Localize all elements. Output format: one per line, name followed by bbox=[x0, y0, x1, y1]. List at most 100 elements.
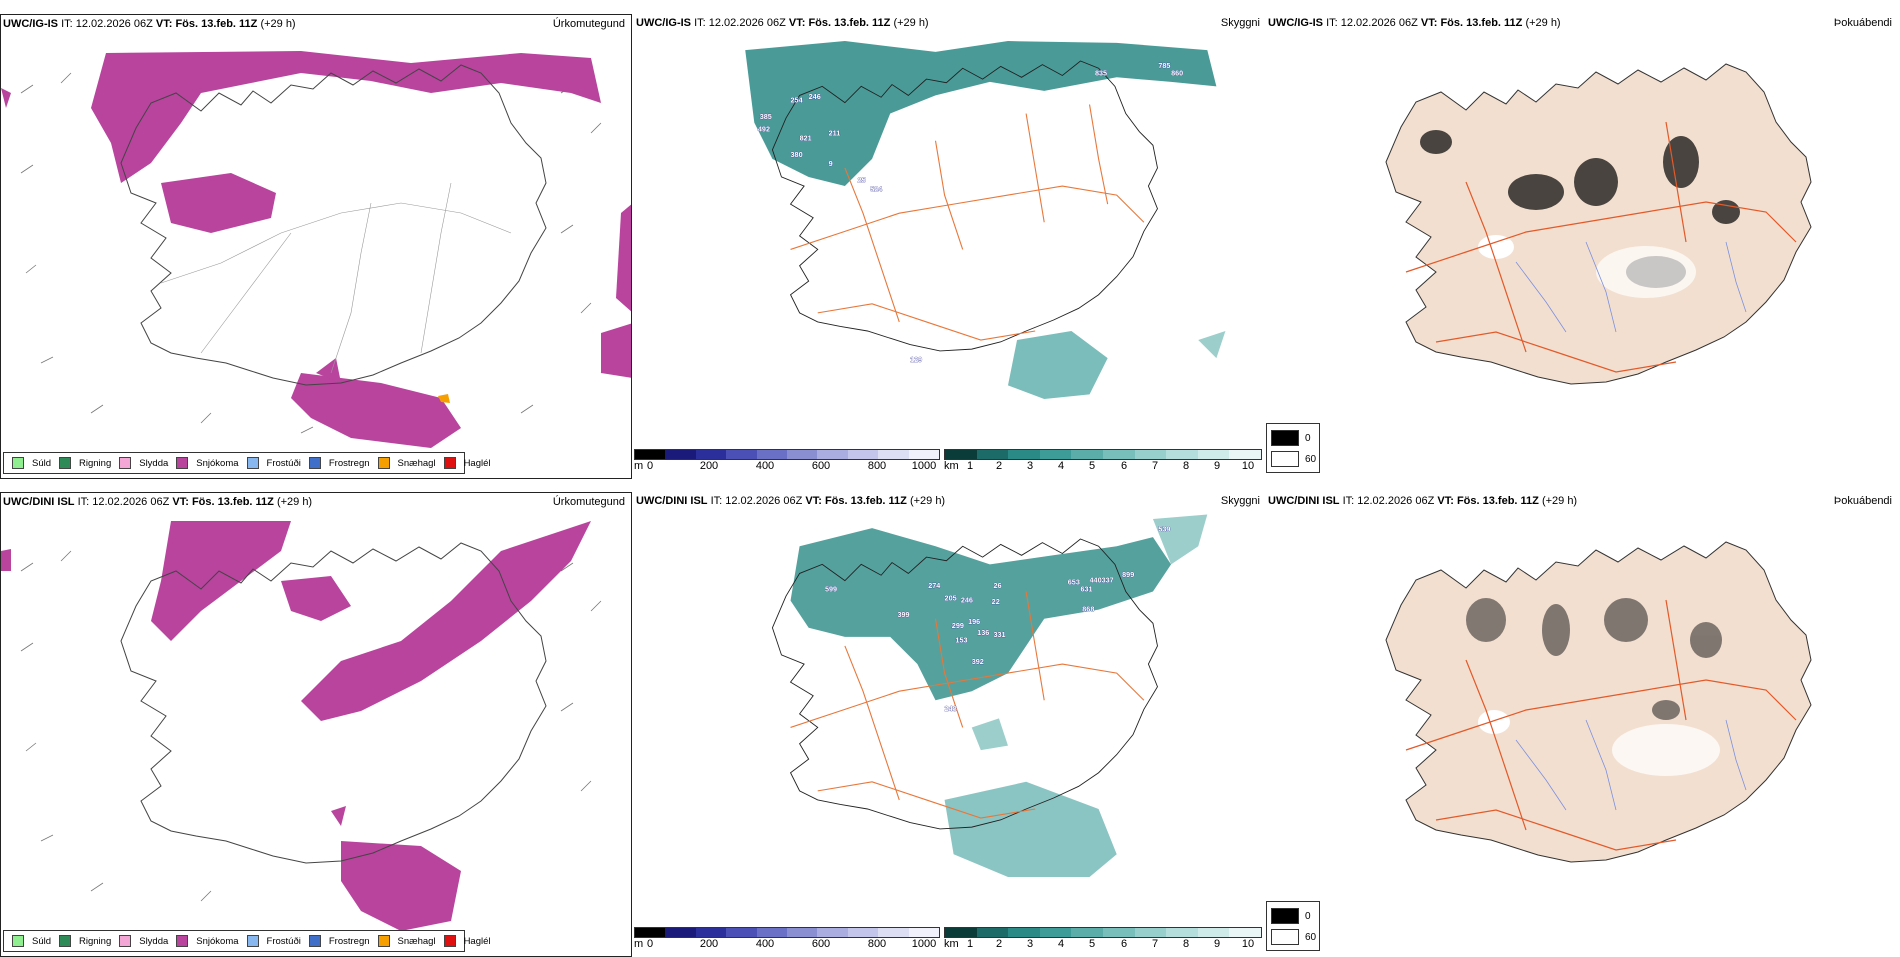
bottom-precip-panel: UWC/DINI ISL IT: 12.02.2026 06Z VT: Fös.… bbox=[0, 492, 632, 957]
cloud-base-label: 539 bbox=[1158, 525, 1170, 534]
colorbar-step bbox=[908, 928, 940, 937]
rivers bbox=[1515, 719, 1747, 811]
legend-swatch bbox=[377, 935, 390, 947]
cloud-base-label: 524 bbox=[870, 184, 882, 193]
cloud-base-label: 248 bbox=[945, 704, 957, 713]
cloud-base-colorbar bbox=[634, 449, 940, 460]
legend-swatch bbox=[119, 457, 132, 469]
snow-area bbox=[91, 51, 601, 183]
snow-area bbox=[601, 323, 631, 378]
scale-tick: 7 bbox=[1151, 938, 1159, 950]
scale-unit: m bbox=[634, 938, 644, 950]
low-visibility-area bbox=[944, 781, 1117, 877]
cloud-base-label: 153 bbox=[955, 635, 967, 644]
snow-area bbox=[1, 88, 11, 108]
cloud-base-label: 631 bbox=[1080, 585, 1092, 594]
legend-item: Snjókoma bbox=[176, 457, 239, 469]
cloud-base-label: 196 bbox=[968, 617, 980, 626]
colorbar-step bbox=[787, 928, 818, 937]
legend-item: Snæhagl bbox=[377, 935, 436, 947]
scale-tick: 4 bbox=[1057, 460, 1065, 472]
road-network bbox=[790, 591, 1145, 819]
panel-header: UWC/DINI ISL IT: 12.02.2026 06Z VT: Fös.… bbox=[1268, 495, 1578, 507]
colorbar-step bbox=[817, 928, 848, 937]
fog-legend-row: 60 bbox=[1271, 451, 1316, 467]
panel-title: Skyggni bbox=[1220, 495, 1260, 507]
scale-tick: 3 bbox=[1026, 460, 1034, 472]
cloud-base-label: 25 bbox=[858, 175, 866, 184]
precip-type-legend: Súld Rigning Slydda Snjókoma Frostúði Fr… bbox=[3, 452, 491, 474]
fog-swatch-white bbox=[1271, 929, 1299, 945]
legend-swatch bbox=[12, 457, 24, 469]
panel-header: UWC/DINI ISL IT: 12.02.2026 06Z VT: Fös.… bbox=[636, 495, 946, 507]
fog-swatch-white bbox=[1271, 451, 1299, 467]
colorbar-step bbox=[847, 450, 879, 459]
scale-tick: 4 bbox=[1057, 938, 1065, 950]
visibility-map: 599 399 274 205 246 26 22 299 196 153 13… bbox=[771, 514, 1208, 877]
scale-tick: 200 bbox=[699, 460, 719, 472]
fog-map bbox=[1385, 541, 1812, 863]
colorbar-step bbox=[635, 928, 666, 937]
colorbar-step bbox=[878, 928, 909, 937]
snow-area bbox=[151, 521, 291, 641]
scale-unit: m bbox=[634, 460, 644, 472]
legend-swatch bbox=[443, 935, 456, 947]
legend-swatch bbox=[59, 457, 72, 469]
precip-map bbox=[1, 521, 602, 931]
scale-tick: 800 bbox=[867, 938, 887, 950]
scale-tick: 0 bbox=[646, 938, 654, 950]
colorbar-step bbox=[1166, 450, 1198, 459]
low-visibility-area bbox=[1007, 330, 1108, 399]
legend-item: Frostúði bbox=[246, 457, 301, 469]
cloud-base-label: 246 bbox=[809, 92, 821, 101]
scale-tick: 200 bbox=[699, 938, 719, 950]
cloud-base-label: 205 bbox=[945, 594, 957, 603]
snow-area bbox=[316, 358, 341, 383]
snow-area bbox=[331, 806, 346, 826]
legend-item: Rigning bbox=[59, 457, 111, 469]
scale-tick: 8 bbox=[1182, 938, 1190, 950]
scale-tick: 600 bbox=[811, 460, 831, 472]
cloud-base-scale: m 0 200 400 600 800 1000 bbox=[634, 927, 944, 953]
panel-title: Þokuábendi bbox=[1833, 17, 1892, 29]
panel-header: UWC/DINI ISL IT: 12.02.2026 06Z VT: Fös.… bbox=[3, 496, 313, 508]
cloud-base-label: 899 bbox=[1122, 570, 1134, 579]
scale-tick: 5 bbox=[1088, 938, 1096, 950]
scale-tick: 400 bbox=[755, 460, 775, 472]
colorbar-step bbox=[908, 450, 940, 459]
legend-swatch bbox=[176, 935, 189, 947]
panel-title: Úrkomutegund bbox=[552, 496, 625, 508]
legend-item: Frostúði bbox=[246, 935, 301, 947]
scale-tick: 2 bbox=[995, 938, 1003, 950]
legend-swatch bbox=[119, 935, 132, 947]
colorbar-step bbox=[817, 450, 848, 459]
scale-tick: 1000 bbox=[911, 938, 937, 950]
panel-title: Skyggni bbox=[1220, 17, 1260, 29]
legend-swatch bbox=[59, 935, 72, 947]
cloud-base-label: 399 bbox=[897, 610, 909, 619]
legend-item: Slydda bbox=[119, 457, 168, 469]
scale-tick: 1 bbox=[966, 460, 974, 472]
cloud-base-labels: 254 246 385 492 821 211 380 9 25 524 835… bbox=[758, 61, 1184, 364]
fog-legend: 0 60 bbox=[1266, 901, 1320, 951]
road-network bbox=[1405, 121, 1797, 373]
cloud-base-label: 860 bbox=[1171, 68, 1183, 77]
legend-item: Slydda bbox=[119, 935, 168, 947]
cloud-base-label: 835 bbox=[1095, 68, 1107, 77]
bottom-fog-panel: UWC/DINI ISL IT: 12.02.2026 06Z VT: Fös.… bbox=[1266, 492, 1898, 957]
top-visibility-panel: UWC/IG-IS IT: 12.02.2026 06Z VT: Fös. 13… bbox=[634, 14, 1266, 479]
snow-area bbox=[161, 173, 276, 233]
visibility-scale: km 1 2 3 4 5 6 7 8 9 10 bbox=[944, 927, 1262, 953]
cloud-base-label: 331 bbox=[993, 630, 1005, 639]
scale-tick: 1000 bbox=[911, 460, 937, 472]
scale-tick: 8 bbox=[1182, 460, 1190, 472]
scale-unit: km bbox=[944, 938, 959, 950]
colorbar-step bbox=[878, 450, 909, 459]
cloud-base-scale: m 0 200 400 600 800 1000 bbox=[634, 449, 944, 475]
colorbar-step bbox=[1071, 450, 1103, 459]
legend-swatch bbox=[377, 457, 390, 469]
colorbar-step bbox=[976, 928, 1009, 937]
low-visibility-area bbox=[745, 41, 1217, 187]
colorbar-step bbox=[1134, 450, 1167, 459]
fog-legend-row: 60 bbox=[1271, 929, 1316, 945]
